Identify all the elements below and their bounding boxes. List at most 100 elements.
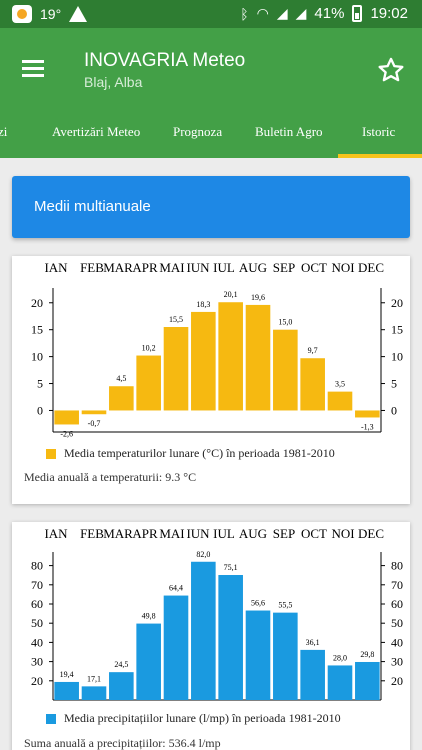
prec-category-label: IUN (186, 526, 210, 541)
temp-bar-oct (300, 358, 325, 411)
prec-value-label: 24,5 (114, 660, 128, 669)
favorite-star-icon[interactable] (376, 56, 406, 84)
menu-icon[interactable] (22, 60, 44, 77)
temp-bar-mar (109, 386, 134, 411)
clock: 19:02 (370, 5, 408, 22)
precipitation-annual-note: Suma anuală a precipitațiilor: 536.4 l/m… (24, 736, 221, 750)
temp-value-label: 9,7 (308, 346, 318, 355)
temp-value-label: 18,3 (196, 300, 210, 309)
prec-tick-label-right: 30 (391, 655, 403, 669)
prec-value-label: 29,8 (360, 650, 374, 659)
temp-category-label: MAI (159, 260, 184, 275)
prec-bar-sep (273, 612, 298, 700)
prec-category-label: DEC (358, 526, 384, 541)
temp-bar-iun (191, 311, 216, 411)
prec-tick-label-right: 40 (391, 635, 403, 649)
temp-bar-apr (136, 355, 161, 411)
temperature-card: 0 0 5 5 10 10 15 15 20 20 -2,6 -0,7 4,5 10,2 15,5 18,3 2… (12, 256, 410, 504)
prec-value-label: 64,4 (169, 584, 183, 593)
prec-category-label: AUG (239, 526, 267, 541)
temp-category-label: IUL (213, 260, 235, 275)
temp-tick-label-right: 15 (391, 323, 403, 337)
temp-value-label: -0,7 (88, 419, 101, 428)
prec-category-label: SEP (273, 526, 295, 541)
signal-icon-2: ◢ (295, 5, 307, 21)
temperature-annual-note: Media anuală a temperaturii: 9.3 °C (24, 470, 197, 484)
temp-value-label: 19,6 (251, 293, 265, 302)
temp-bar-ian (54, 410, 79, 425)
temp-tick-label-left: 10 (31, 350, 43, 364)
temp-category-label: SEP (273, 260, 295, 275)
prec-value-label: 75,1 (224, 563, 238, 572)
status-bar: 19° ᛒ ◠ ◢ ◢ 41% 19:02 (0, 0, 422, 28)
temp-value-label: 15,0 (278, 318, 292, 327)
section-banner: Medii multianuale (12, 176, 410, 238)
signal-icon: ◢ (276, 5, 288, 21)
prec-tick-label-right: 70 (391, 578, 403, 592)
temp-category-label: DEC (358, 260, 384, 275)
temp-bar-iul (218, 302, 243, 411)
temp-value-label: 3,5 (335, 380, 345, 389)
prec-category-label: MAR (103, 526, 133, 541)
tab-avertizari[interactable]: Avertizări Meteo (52, 124, 141, 139)
prec-value-label: 28,0 (333, 653, 347, 662)
prec-value-label: 56,6 (251, 599, 265, 608)
app-bar: INOVAGRIA Meteo Blaj, Alba (0, 28, 422, 108)
precipitation-chart: 20 20 30 30 40 40 50 50 60 60 70 70 80 80 19,4 17,1 24,5… (31, 526, 403, 701)
temperature-legend-swatch (46, 448, 56, 459)
location-subtitle: Blaj, Alba (84, 74, 143, 90)
temp-category-label: FEB (80, 260, 104, 275)
temp-value-label: -2,6 (60, 429, 73, 438)
temp-category-label: AUG (239, 260, 267, 275)
prec-bar-ian (54, 681, 79, 700)
prec-category-label: IAN (44, 526, 68, 541)
temperature-legend-label: Media temperaturilor lunare (°C) în peri… (64, 446, 335, 460)
prec-tick-label-left: 80 (31, 559, 43, 573)
prec-bar-oct (300, 649, 325, 700)
prec-tick-label-right: 60 (391, 597, 403, 611)
temp-tick-label-right: 5 (391, 377, 397, 391)
app-title: INOVAGRIA Meteo (84, 50, 246, 71)
prec-bar-noi (327, 665, 353, 700)
prec-tick-label-right: 50 (391, 616, 403, 630)
temp-value-label: 15,5 (169, 315, 183, 324)
prec-tick-label-left: 70 (31, 578, 43, 592)
temp-value-label: 4,5 (116, 374, 126, 383)
prec-value-label: 36,1 (306, 638, 320, 647)
temp-value-label: 20,1 (224, 290, 238, 299)
tab-buletin-agro[interactable]: Buletin Agro (255, 124, 323, 139)
prec-tick-label-left: 30 (31, 655, 43, 669)
prec-bar-iul (218, 575, 243, 700)
temp-category-label: OCT (301, 260, 327, 275)
tab-azi[interactable]: zi (0, 124, 8, 139)
active-tab-indicator (338, 154, 422, 158)
battery-icon (352, 5, 363, 22)
status-temperature: 19° (40, 6, 62, 22)
prec-value-label: 49,8 (142, 612, 156, 621)
tab-istoric[interactable]: Istoric (362, 124, 396, 139)
precipitation-legend-swatch (46, 713, 56, 724)
temp-category-label: IUN (186, 260, 210, 275)
temperature-legend: Media temperaturilor lunare (°C) în peri… (46, 446, 335, 461)
temp-tick-label-left: 15 (31, 323, 43, 337)
prec-bar-mai (163, 595, 189, 700)
temp-category-label: NOI (331, 260, 354, 275)
tab-prognoza[interactable]: Prognoza (173, 124, 223, 139)
temp-value-label: 10,2 (142, 344, 156, 353)
precipitation-legend: Media precipitațiilor lunare (l/mp) în p… (46, 711, 341, 726)
warning-icon (69, 6, 88, 22)
prec-category-label: APR (132, 526, 158, 541)
prec-value-label: 19,4 (60, 670, 74, 679)
prec-tick-label-right: 80 (391, 559, 403, 573)
temp-bar-sep (273, 329, 298, 411)
prec-bar-iun (191, 561, 216, 700)
prec-value-label: 82,0 (196, 550, 210, 559)
prec-bar-dec (355, 661, 380, 700)
prec-value-label: 55,5 (278, 601, 292, 610)
precipitation-legend-label: Media precipitațiilor lunare (l/mp) în p… (64, 711, 341, 725)
prec-category-label: OCT (301, 526, 327, 541)
prec-bar-feb (81, 686, 107, 700)
prec-category-label: FEB (80, 526, 104, 541)
wifi-icon: ◠ (256, 5, 269, 21)
temp-value-label: -1,3 (361, 422, 374, 431)
